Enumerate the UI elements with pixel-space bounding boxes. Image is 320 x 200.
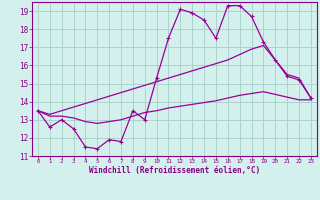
X-axis label: Windchill (Refroidissement éolien,°C): Windchill (Refroidissement éolien,°C) [89,166,260,175]
